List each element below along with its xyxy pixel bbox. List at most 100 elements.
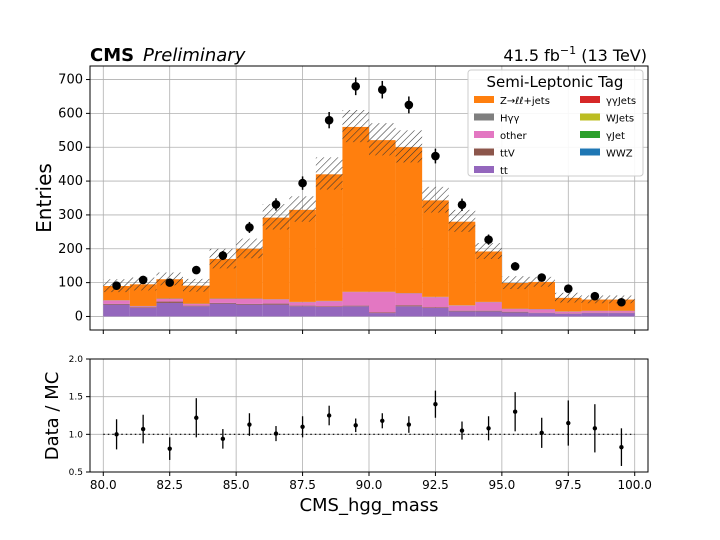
uncertainty-box — [448, 209, 476, 232]
stack-bar — [262, 304, 290, 317]
stack-bar — [501, 311, 529, 313]
data-point — [484, 235, 493, 244]
ratio-point — [592, 426, 598, 431]
stack-bar — [289, 305, 316, 307]
main-panel: 0 100 200 300 400 500 600 700 Entries — [32, 65, 649, 334]
data-point — [510, 262, 520, 271]
legend-entries: Z→ℓℓ+jets γγJets Hγγ WJets other γJet ttV WWZ tt — [474, 96, 636, 177]
ratio-point — [167, 446, 172, 451]
stack-bar — [209, 298, 237, 303]
legend-label: other — [500, 131, 528, 142]
stack-bar — [103, 304, 130, 317]
legend-label: γJet — [606, 131, 625, 142]
stack-bar — [395, 293, 423, 306]
data-point — [377, 85, 387, 94]
ratio-point — [300, 424, 305, 429]
main-y-tick-label: 600 — [58, 106, 83, 121]
data-point — [457, 200, 467, 210]
luminosity-label: 41.5 fb−1 (13 TeV) — [503, 44, 647, 65]
data-point — [590, 291, 600, 301]
ratio-y-tick-label: 2.0 — [69, 355, 84, 365]
data-point — [351, 82, 361, 91]
stack-bar — [422, 297, 449, 308]
ratio-point — [326, 413, 332, 418]
stack-bar — [422, 200, 449, 297]
uncertainty-box — [342, 110, 369, 143]
x-tick-label: 80.0 — [90, 478, 117, 492]
stack-bar — [475, 302, 502, 311]
stack-bar — [395, 147, 423, 294]
x-tick-label: 95.0 — [488, 478, 515, 492]
stack-bar — [581, 313, 609, 317]
stack-bar — [608, 311, 635, 313]
uncertainty-box — [555, 292, 582, 303]
legend-swatch — [580, 131, 600, 138]
legend-label: WJets — [606, 114, 634, 125]
stack-bar — [342, 306, 369, 317]
ratio-point — [194, 415, 199, 420]
status-label: Preliminary — [143, 45, 246, 66]
ratio-panel: 0.5 1.0 1.5 2.0 80.0 82.5 85.0 87.5 90.0 92.5 95.… — [42, 355, 652, 516]
stack-bar — [395, 305, 423, 307]
legend-swatch — [580, 96, 600, 103]
uncertainty-box — [475, 243, 502, 259]
legend-label: tt — [500, 166, 508, 177]
ratio-point — [273, 431, 279, 436]
stack-bar — [262, 217, 290, 300]
data-point — [218, 251, 228, 260]
stack-bar — [315, 306, 343, 307]
stack-bar — [183, 305, 210, 307]
stack-bar — [289, 302, 316, 306]
stack-bar — [555, 313, 582, 317]
stack-bar — [342, 126, 369, 292]
stack-bar — [129, 307, 157, 308]
stack-bar — [156, 298, 183, 302]
stack-bar — [448, 310, 476, 312]
main-x-ticks — [102, 330, 636, 334]
main-y-tick-label: 200 — [58, 242, 83, 257]
stack-bar — [369, 140, 396, 292]
stack-bar — [581, 299, 609, 311]
legend: Semi-Leptonic Tag Z→ℓℓ+jets γγJets Hγγ WJet… — [467, 69, 644, 177]
stack-bar — [209, 302, 237, 304]
main-y-tick-label: 400 — [58, 174, 83, 189]
legend-swatch — [580, 113, 600, 121]
x-tick-label: 97.5 — [555, 478, 582, 492]
main-y-tick-label: 100 — [58, 276, 83, 291]
legend-swatch — [474, 131, 494, 138]
stack-bar — [608, 313, 635, 317]
ratio-point — [539, 430, 544, 436]
ratio-point — [353, 423, 358, 428]
stack-bar — [448, 311, 476, 317]
legend-swatch — [474, 96, 494, 103]
uncertainty-box — [315, 157, 343, 190]
ratio-y-tick-label: 1.5 — [69, 393, 83, 403]
stack-bar — [555, 311, 582, 314]
stack-bar — [369, 312, 396, 314]
x-tick-label: 92.5 — [422, 478, 449, 492]
ratio-y-tick-label: 1.0 — [69, 430, 84, 440]
x-tick-label: 90.0 — [356, 478, 383, 492]
legend-label: Z→ℓℓ+jets — [500, 96, 550, 107]
experiment-label: CMS — [90, 45, 134, 66]
stack-bar — [103, 303, 130, 305]
data-point — [324, 115, 334, 125]
legend-swatch — [474, 166, 494, 173]
ratio-point — [220, 436, 226, 442]
stack-bar — [289, 306, 316, 317]
stack-bar — [183, 303, 210, 306]
data-point — [537, 273, 547, 282]
data-point — [298, 178, 307, 188]
ratio-y-axis: 0.5 1.0 1.5 2.0 — [69, 355, 90, 478]
stack-bar — [262, 299, 290, 304]
stack-bar — [103, 300, 130, 304]
data-point — [245, 223, 254, 232]
ratio-point — [433, 402, 438, 407]
ratio-point — [140, 426, 146, 432]
data-point — [112, 281, 121, 290]
legend-swatch — [474, 113, 494, 121]
stack-bar — [315, 306, 343, 317]
lumi-exponent: −1 — [560, 44, 576, 57]
stack-bar — [315, 174, 343, 301]
